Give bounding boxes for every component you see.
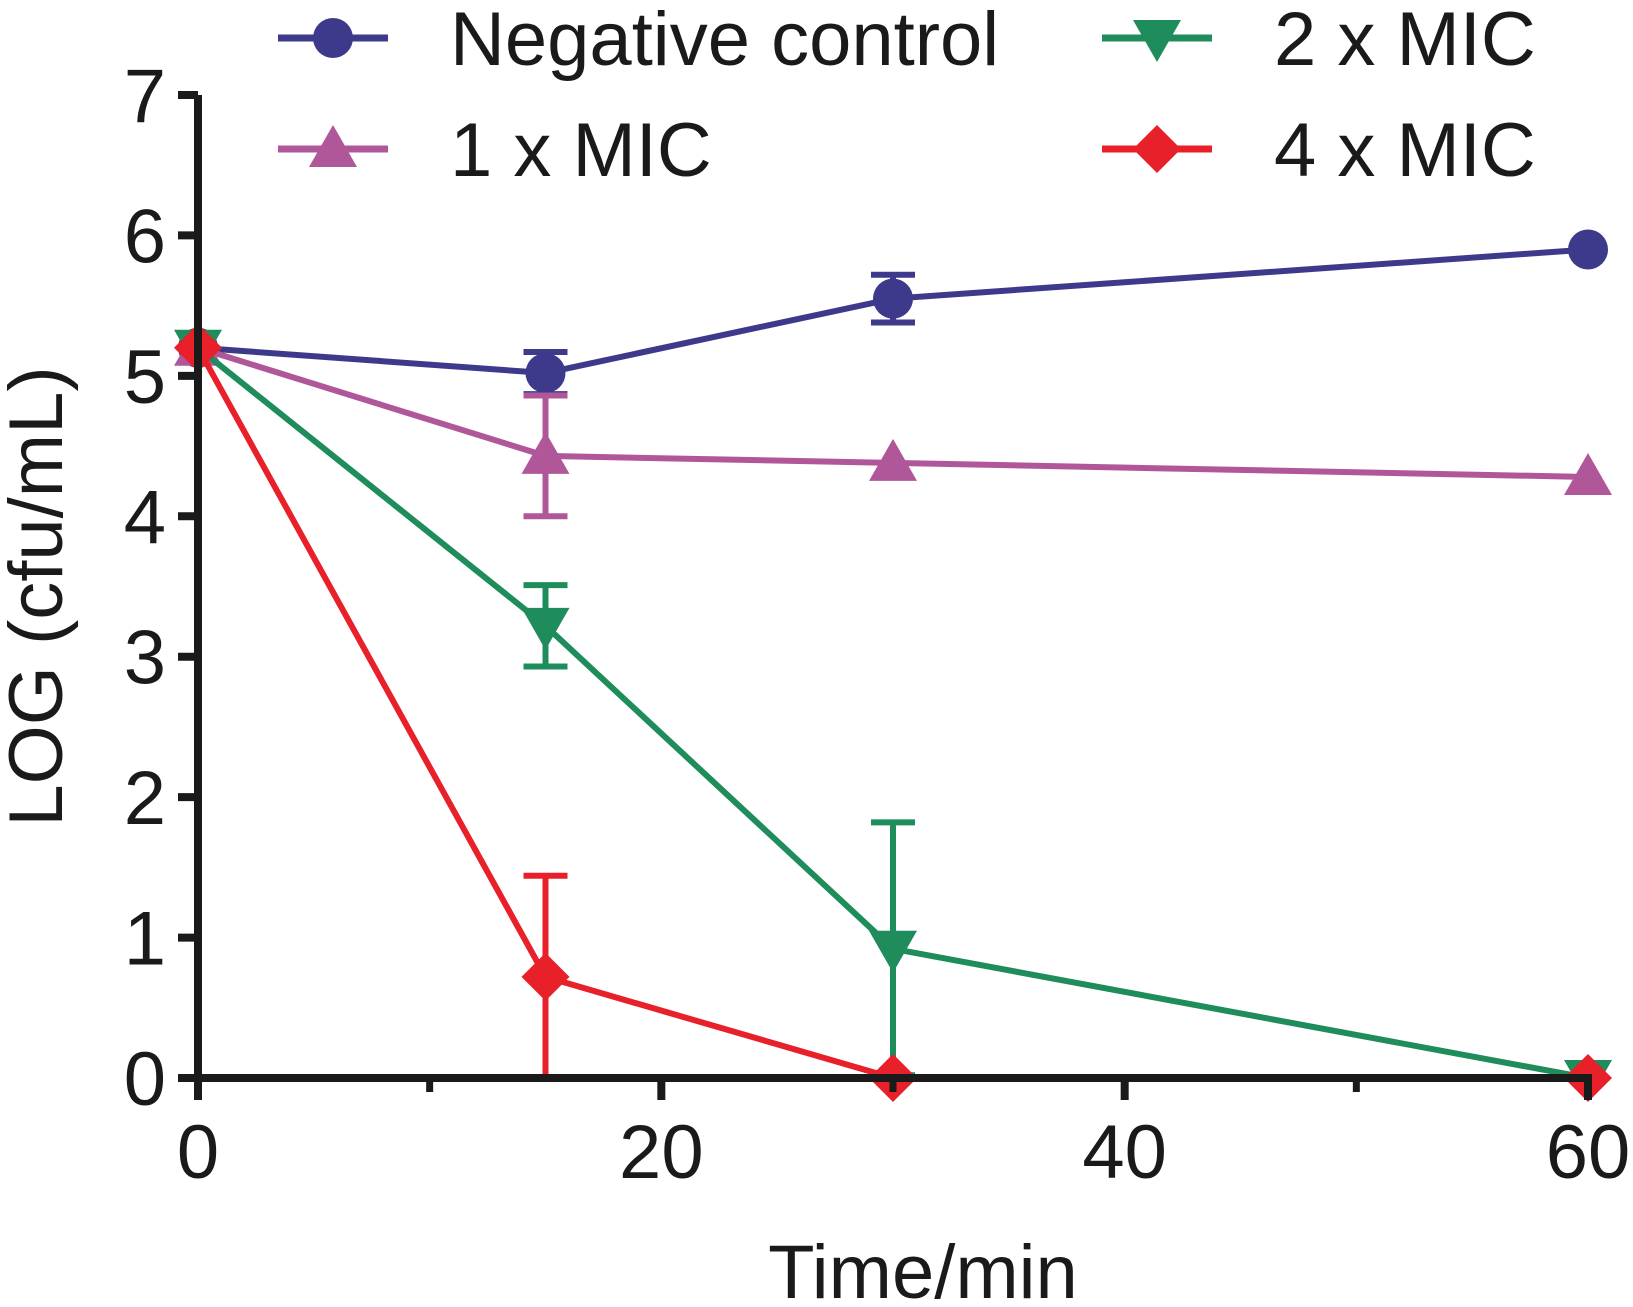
legend-label: 1 x MIC — [450, 108, 712, 193]
series-negative-control — [178, 229, 1608, 398]
y-tick-label: 7 — [124, 54, 166, 139]
x-tick-label: 60 — [1546, 1110, 1631, 1195]
data-point — [1564, 452, 1612, 495]
data-point — [521, 431, 570, 474]
y-tick-label: 4 — [124, 475, 166, 560]
series-line — [197, 246, 1589, 377]
legend-item-negative-control: Negative control — [278, 0, 999, 82]
legend-item-2-x-mic: 2 x MIC — [1102, 0, 1536, 82]
y-tick-label: 3 — [124, 616, 166, 701]
x-tick-label: 20 — [619, 1110, 704, 1195]
legend-marker — [313, 18, 353, 58]
y-tick-label: 5 — [124, 335, 166, 420]
x-axis-title: Time/min — [768, 1230, 1078, 1307]
y-axis-title: LOG (cfu/mL) — [0, 366, 79, 826]
legend: Negative control 1 x MIC 2 x MIC 4 x MIC — [278, 0, 1536, 193]
data-point — [521, 952, 570, 1001]
x-tick-label: 0 — [177, 1110, 219, 1195]
data-point — [869, 930, 917, 973]
data-point — [873, 278, 913, 319]
legend-marker — [1133, 20, 1181, 62]
series-line — [197, 344, 1589, 480]
data-point — [525, 353, 566, 394]
y-tick-label: 2 — [124, 756, 166, 841]
y-tick-label: 1 — [124, 897, 166, 982]
series-line — [196, 345, 1589, 1081]
x-tick-label: 40 — [1082, 1110, 1167, 1195]
axes-layer: 0 1 2 3 4 5 6 7 0 20 40 60 — [124, 54, 1631, 1195]
series-1-x-mic — [174, 323, 1612, 520]
legend-item-4-x-mic: 4 x MIC — [1102, 108, 1536, 193]
data-point — [521, 607, 570, 650]
legend-label: 2 x MIC — [1274, 0, 1536, 82]
series-layer — [174, 229, 1612, 1102]
data-point — [869, 438, 917, 481]
y-tick-label: 0 — [124, 1037, 166, 1122]
legend-label: Negative control — [450, 0, 999, 82]
legend-item-1-x-mic: 1 x MIC — [278, 108, 712, 193]
data-point — [1568, 229, 1608, 270]
legend-label: 4 x MIC — [1274, 108, 1536, 193]
legend-marker — [309, 125, 357, 167]
y-tick-label: 6 — [124, 194, 166, 279]
legend-marker — [1133, 125, 1181, 173]
